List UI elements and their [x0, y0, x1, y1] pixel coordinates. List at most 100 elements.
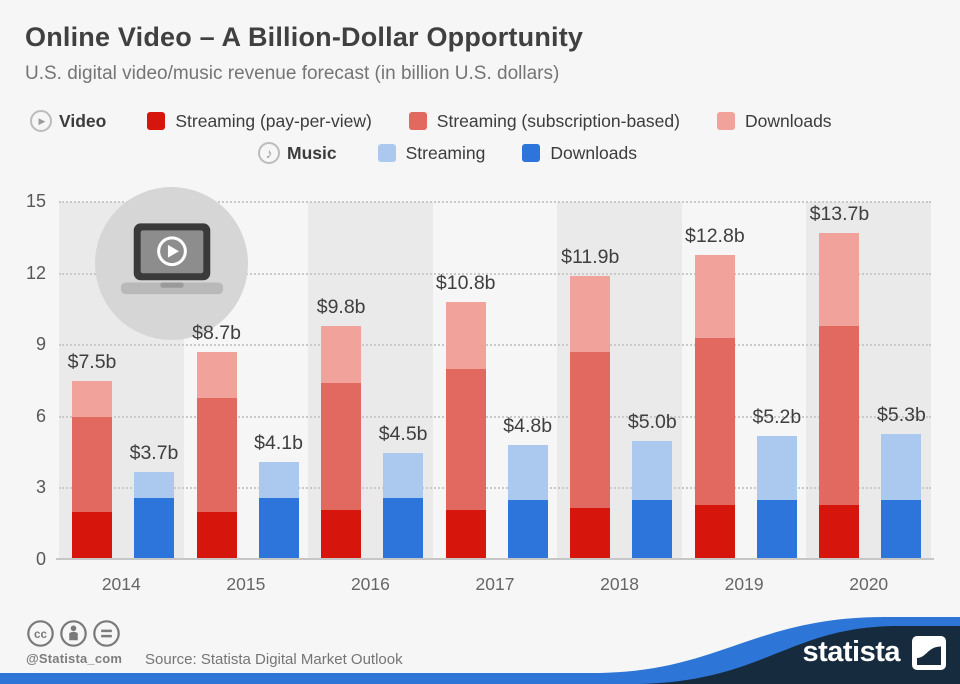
cc-attribution-icon [60, 620, 87, 647]
page-subtitle: U.S. digital video/music revenue forecas… [25, 63, 560, 84]
video-total-label-2014: $7.5b [67, 351, 117, 373]
legend-item-label: Streaming (subscription-based) [436, 110, 680, 131]
legend-item-video-downloads: Downloads [716, 110, 832, 132]
gridline-15 [59, 201, 931, 203]
x-axis-line [56, 558, 934, 560]
video-total-label-2017: $10.8b [435, 272, 496, 295]
y-axis-label-3: 3 [35, 477, 46, 498]
y-axis-label-15: 15 [25, 191, 46, 211]
music-total-label-2017: $4.8b [503, 415, 553, 438]
legend-music-label: Music [287, 142, 337, 163]
music-bar-2019-streaming [756, 435, 797, 501]
music-total-label-2018: $5.0b [627, 410, 677, 433]
music-bar-2017-downloads [507, 500, 548, 560]
video-bar-2018-downloads [570, 276, 611, 353]
music-note-circle-icon: ♪ [258, 142, 280, 164]
swatch-video-subscription [408, 112, 427, 130]
video-bar-2016-streaming-subscription-based- [321, 383, 362, 510]
music-bar-2014-downloads [134, 497, 174, 560]
legend-item-label: Streaming (pay-per-view) [175, 110, 372, 131]
video-bar-2019-downloads [694, 254, 735, 339]
legend-item-label: Downloads [550, 142, 637, 163]
video-bar-2019-streaming-pay-per-view- [694, 505, 735, 560]
page-title: Online Video – A Billion-Dollar Opportun… [25, 22, 584, 52]
statista-logo-icon [912, 636, 946, 670]
video-bar-2015-downloads [196, 352, 237, 398]
music-bar-2018-downloads [632, 500, 673, 560]
music-bar-2016-downloads [383, 497, 424, 560]
video-total-label-2019: $12.8b [685, 224, 745, 247]
legend-item-music-downloads: Downloads [522, 143, 637, 164]
legend-video-label: Video [59, 110, 107, 131]
play-circle-icon: ▶ [30, 110, 52, 132]
video-bar-2020-downloads [819, 233, 860, 327]
cc-no-derivatives-icon [93, 620, 120, 647]
source-text: Source: Statista Digital Market Outlook [145, 651, 403, 668]
swatch-music-downloads [522, 144, 541, 162]
music-bar-2020-streaming [881, 433, 922, 501]
music-total-label-2015: $4.1b [254, 432, 303, 455]
x-axis-label-2016: 2016 [350, 574, 390, 594]
statista-handle: @Statista_com [26, 651, 123, 666]
music-total-label-2016: $4.5b [378, 422, 428, 445]
x-axis-label-2019: 2019 [724, 574, 764, 594]
legend-item-music-streaming: Streaming [377, 142, 486, 164]
video-bar-2020-streaming-subscription-based- [819, 326, 860, 506]
video-bar-2014-streaming-pay-per-view- [72, 512, 112, 560]
video-bar-2016-streaming-pay-per-view- [321, 509, 362, 560]
music-bar-2019-downloads [756, 500, 797, 560]
music-total-label-2019: $5.2b [752, 405, 802, 428]
play-glyph: ▶ [38, 115, 46, 126]
gridline-9 [59, 344, 931, 347]
video-bar-2014-downloads [72, 381, 112, 417]
x-axis-label-2018: 2018 [600, 574, 640, 594]
legend-group-music: ♪ Music [258, 142, 337, 164]
cc-icon: cc [27, 620, 54, 647]
swatch-video-downloads [716, 112, 735, 130]
swatch-video-ppv [147, 112, 166, 130]
svg-text:cc: cc [34, 628, 47, 641]
footer-wave [0, 617, 960, 684]
music-total-label-2014: $3.7b [129, 441, 179, 464]
music-bar-2016-streaming [383, 452, 424, 498]
laptop-play-icon [120, 222, 223, 294]
video-bar-2015-streaming-pay-per-view- [196, 512, 237, 560]
gridline-3 [59, 487, 931, 490]
video-total-label-2020: $13.7b [809, 203, 870, 226]
video-bar-2017-streaming-subscription-based- [445, 369, 486, 510]
video-bar-2019-streaming-subscription-based- [694, 338, 735, 506]
video-bar-2018-streaming-pay-per-view- [570, 507, 611, 560]
cc-license-icons: cc [26, 619, 125, 648]
legend-item-label: Downloads [744, 110, 832, 131]
y-axis-label-12: 12 [25, 262, 46, 283]
statista-wordmark: statista [802, 636, 900, 668]
x-axis-label-2017: 2017 [475, 574, 515, 594]
x-axis-label-2015: 2015 [226, 574, 266, 594]
legend-item-video-subscription: Streaming (subscription-based) [408, 110, 680, 132]
y-axis-label-9: 9 [35, 334, 46, 355]
video-total-label-2016: $9.8b [316, 296, 366, 319]
y-axis-label-0: 0 [35, 549, 46, 569]
music-bar-2015-downloads [258, 497, 299, 560]
plot-area: $7.5b $8.7b $9.8b $10.8b $11.9b $12.8b $13.7b $… [56, 187, 934, 560]
legend-music-row: ♪ Music Streaming Downloads [258, 140, 637, 166]
music-note-glyph: ♪ [265, 145, 273, 161]
video-bar-2017-downloads [445, 302, 486, 370]
video-total-label-2015: $8.7b [192, 322, 241, 345]
music-bar-2018-streaming [632, 440, 673, 501]
video-total-label-2018: $11.9b [561, 246, 620, 268]
legend-video-row: ▶ Video Streaming (pay-per-view) Streami… [30, 108, 832, 134]
music-bar-2017-streaming [507, 445, 548, 501]
gridline-6 [59, 415, 931, 418]
x-axis-label-2014: 2014 [101, 574, 141, 594]
legend-item-label: Streaming [405, 142, 486, 163]
video-bar-2014-streaming-subscription-based- [72, 416, 112, 513]
x-axis-label-2020: 2020 [849, 574, 889, 594]
legend-item-video-ppv: Streaming (pay-per-view) [147, 110, 372, 132]
video-bar-2017-streaming-pay-per-view- [445, 509, 486, 560]
video-bar-2020-streaming-pay-per-view- [819, 505, 860, 560]
video-laptop-watermark [95, 187, 248, 340]
legend-group-video: ▶ Video [30, 110, 106, 132]
music-bar-2015-streaming [258, 462, 299, 498]
